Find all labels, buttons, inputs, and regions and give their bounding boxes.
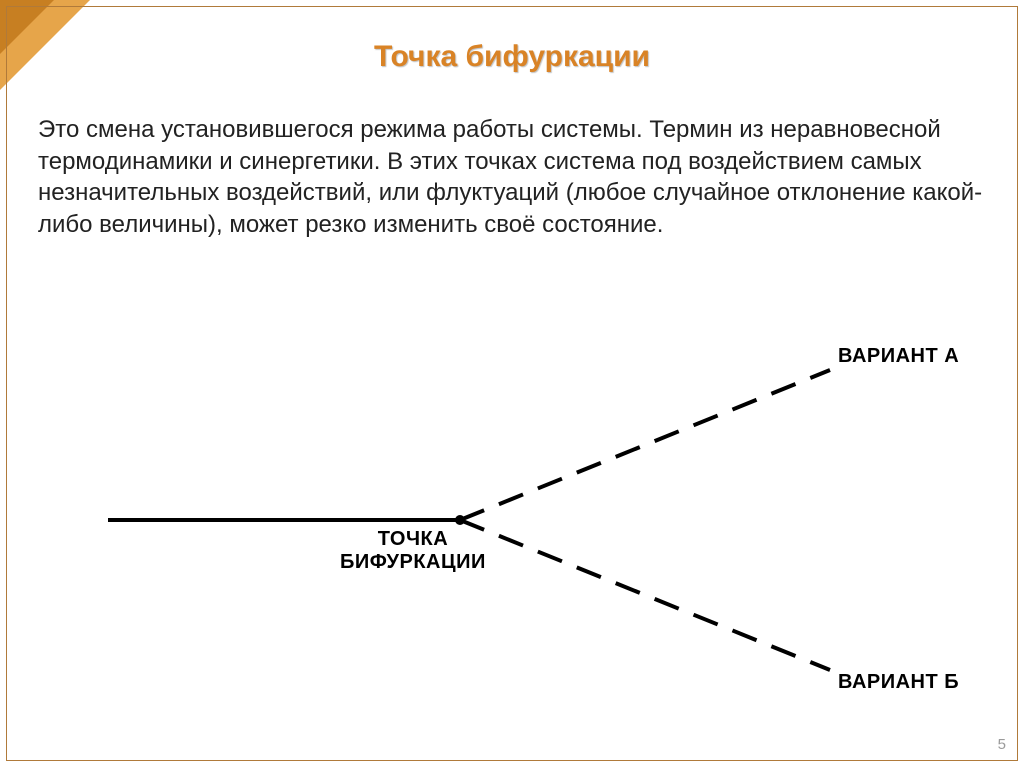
body-paragraph: Это смена установившегося режима работы … bbox=[38, 114, 986, 241]
page-number: 5 bbox=[998, 736, 1006, 753]
branch-a-label: ВАРИАНТ А bbox=[838, 345, 959, 368]
node-label-line2: БИФУРКАЦИИ bbox=[340, 551, 486, 573]
node-label: ТОЧКА БИФУРКАЦИИ bbox=[340, 528, 486, 574]
node-label-line1: ТОЧКА bbox=[378, 528, 448, 550]
branch-b-label: ВАРИАНТ Б bbox=[838, 671, 959, 694]
slide-title: Точка бифуркации bbox=[0, 40, 1024, 74]
